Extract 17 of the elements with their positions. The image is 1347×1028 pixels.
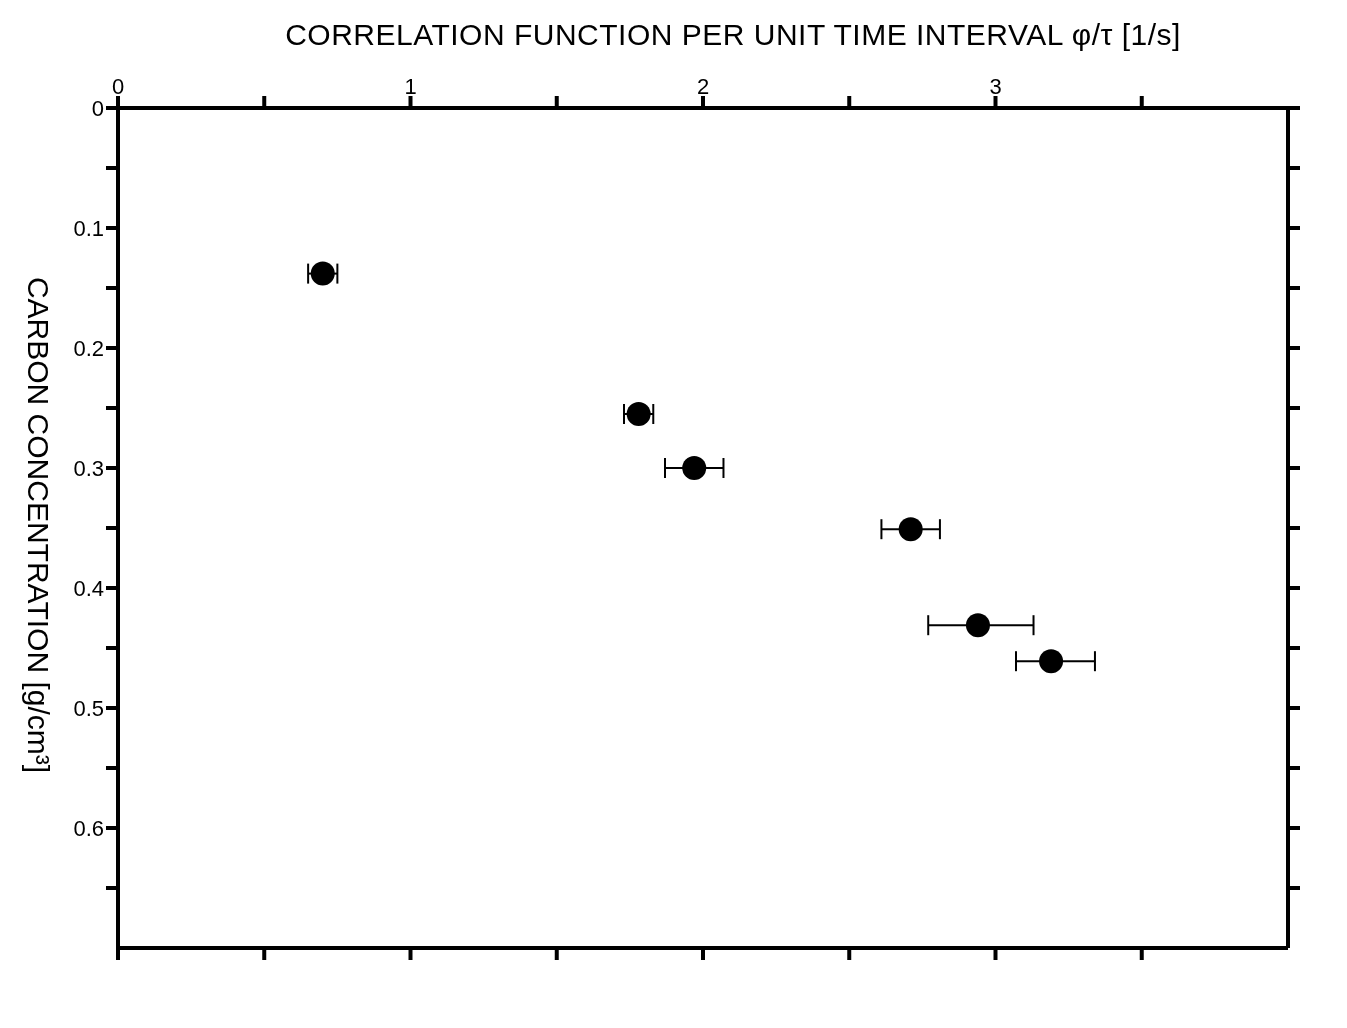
x-axis-title: CORRELATION FUNCTION PER UNIT TIME INTERVAL φ/τ [1/s] (284, 18, 1182, 52)
x-tick-label: 1 (404, 74, 417, 99)
point (898, 517, 923, 542)
x-tick-label: 0 (111, 74, 125, 99)
point (682, 456, 707, 480)
x-tick-label: 3 (989, 74, 1002, 99)
y-axis-title: CARBON CONCENTRATION [g/cm³] (21, 275, 55, 776)
point (965, 613, 990, 638)
point (1039, 649, 1064, 674)
y-tick-label: 0.1 (73, 215, 104, 241)
y-tick-label: 0.6 (73, 815, 104, 841)
y-tick-label: 0.2 (73, 335, 104, 361)
y-tick-label: 0.5 (73, 695, 104, 721)
y-tick-label: 0.4 (73, 575, 104, 601)
y-tick-label: 0 (91, 95, 104, 121)
x-tick-label: 2 (696, 74, 710, 99)
y-tick-label: 0.3 (73, 455, 104, 481)
